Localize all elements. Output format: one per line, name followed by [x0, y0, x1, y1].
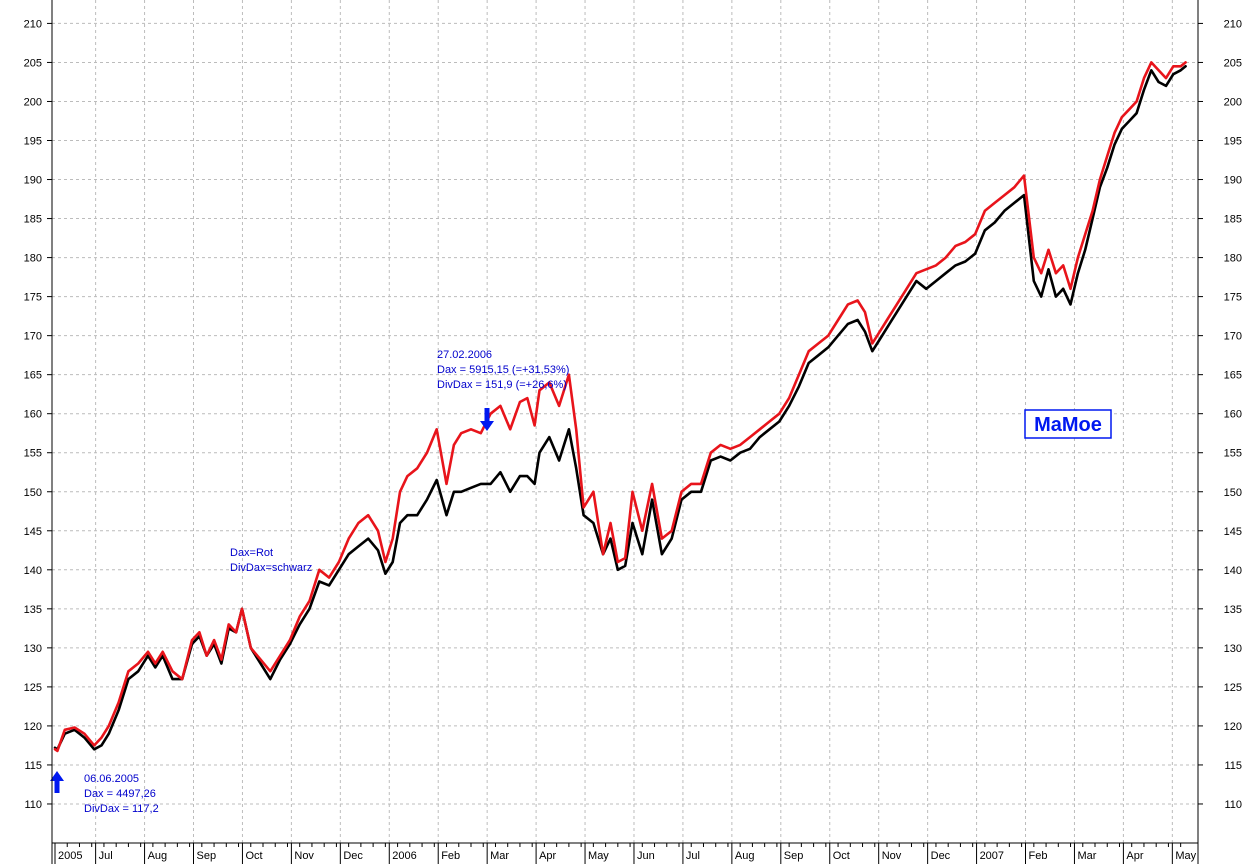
- y-tick-label: 130: [1224, 643, 1242, 655]
- y-tick-label: 205: [1224, 57, 1242, 69]
- x-tick-label: Aug: [735, 850, 755, 862]
- series: [53, 61, 1187, 753]
- annotation-peak-dax: Dax = 5915,15 (=+31,53%): [437, 364, 569, 376]
- y-tick-label: 175: [24, 292, 42, 304]
- annotation-start-divdax: DivDax = 117,2: [84, 803, 159, 815]
- y-tick-label: 185: [24, 214, 42, 226]
- x-tick-label: May: [1175, 850, 1196, 862]
- y-tick-label: 160: [1224, 409, 1242, 421]
- y-tick-label: 210: [24, 18, 42, 30]
- x-tick-label: 2005: [58, 850, 82, 862]
- y-tick-label: 170: [1224, 331, 1242, 343]
- right-y-axis: 110 115 120 125 130 135 140 145 150 155 160 165 170 1…: [1198, 18, 1242, 811]
- x-axis: 2005 Jul Aug Sep Oct Nov Dec 2006 Feb Mar Apr May Ju…: [54, 843, 1197, 864]
- annotation-start-dax: Dax = 4497,26: [84, 788, 156, 800]
- y-tick-label: 130: [24, 643, 42, 655]
- x-tick-label: 2006: [392, 850, 416, 862]
- annotation-start-date: 06.06.2005: [84, 773, 139, 785]
- x-tick-label: Mar: [490, 850, 509, 862]
- y-tick-label: 120: [1224, 721, 1242, 733]
- y-tick-label: 140: [24, 565, 42, 577]
- y-tick-label: 110: [24, 799, 42, 811]
- y-tick-label: 205: [24, 57, 42, 69]
- left-y-axis: 110 115 120 125 130 135 140 145 150 155 160 165 170 1…: [24, 18, 52, 811]
- x-tick-label: Sep: [784, 850, 804, 862]
- x-tick-label: Dec: [931, 850, 951, 862]
- x-tick-label: Feb: [441, 850, 460, 862]
- series-line-dax: [53, 61, 1187, 753]
- down-arrow-icon: [480, 408, 494, 431]
- x-tick-label: Jul: [99, 850, 113, 862]
- x-tick-label: Nov: [294, 850, 314, 862]
- y-tick-label: 165: [24, 370, 42, 382]
- y-tick-label: 195: [24, 136, 42, 148]
- y-tick-label: 125: [1224, 682, 1242, 694]
- y-tick-label: 175: [1224, 292, 1242, 304]
- y-tick-label: 125: [24, 682, 42, 694]
- y-tick-label: 135: [1224, 604, 1242, 616]
- y-tick-label: 180: [1224, 253, 1242, 265]
- x-tick-label: Feb: [1029, 850, 1048, 862]
- y-tick-label: 115: [24, 760, 42, 772]
- y-tick-label: 140: [1224, 565, 1242, 577]
- y-tick-label: 210: [1224, 18, 1242, 30]
- x-tick-label: Aug: [148, 850, 168, 862]
- y-tick-label: 165: [1224, 370, 1242, 382]
- y-tick-label: 180: [24, 253, 42, 265]
- x-tick-label: Sep: [197, 850, 217, 862]
- up-arrow-icon: [50, 771, 64, 793]
- watermark-text: MaMoe: [1034, 414, 1102, 436]
- y-tick-label: 160: [24, 409, 42, 421]
- y-tick-label: 135: [24, 604, 42, 616]
- x-tick-label: Apr: [1126, 850, 1143, 862]
- y-tick-label: 145: [24, 526, 42, 538]
- y-tick-label: 120: [24, 721, 42, 733]
- y-tick-label: 155: [1224, 448, 1242, 460]
- y-tick-label: 200: [1224, 96, 1242, 108]
- y-tick-label: 190: [24, 175, 42, 187]
- annotation-peak-divdax: DivDax = 151,9 (=+26,6%): [437, 379, 567, 391]
- grid: [52, 0, 1198, 843]
- y-tick-label: 155: [24, 448, 42, 460]
- x-tick-label: Jun: [637, 850, 655, 862]
- y-tick-label: 195: [1224, 136, 1242, 148]
- annotation-peak-date: 27.02.2006: [437, 349, 492, 361]
- x-tick-label: May: [588, 850, 609, 862]
- x-tick-label: Oct: [245, 850, 262, 862]
- y-tick-label: 190: [1224, 175, 1242, 187]
- y-tick-label: 110: [1224, 799, 1242, 811]
- y-tick-label: 150: [24, 487, 42, 499]
- y-tick-label: 200: [24, 96, 42, 108]
- watermark-box: [1024, 409, 1112, 439]
- y-tick-label: 145: [1224, 526, 1242, 538]
- x-tick-label: Nov: [882, 850, 902, 862]
- y-tick-label: 185: [1224, 214, 1242, 226]
- x-tick-label: Mar: [1077, 850, 1096, 862]
- x-tick-label: Jul: [686, 850, 700, 862]
- y-tick-label: 150: [1224, 487, 1242, 499]
- x-tick-label: Apr: [539, 850, 556, 862]
- y-tick-label: 170: [24, 331, 42, 343]
- y-tick-label: 115: [1224, 760, 1242, 772]
- legend-divdax: DivDax=schwarz: [230, 562, 312, 574]
- legend-dax: Dax=Rot: [230, 547, 273, 559]
- x-tick-label: 2007: [980, 850, 1004, 862]
- x-tick-label: Dec: [343, 850, 363, 862]
- x-tick-label: Oct: [833, 850, 850, 862]
